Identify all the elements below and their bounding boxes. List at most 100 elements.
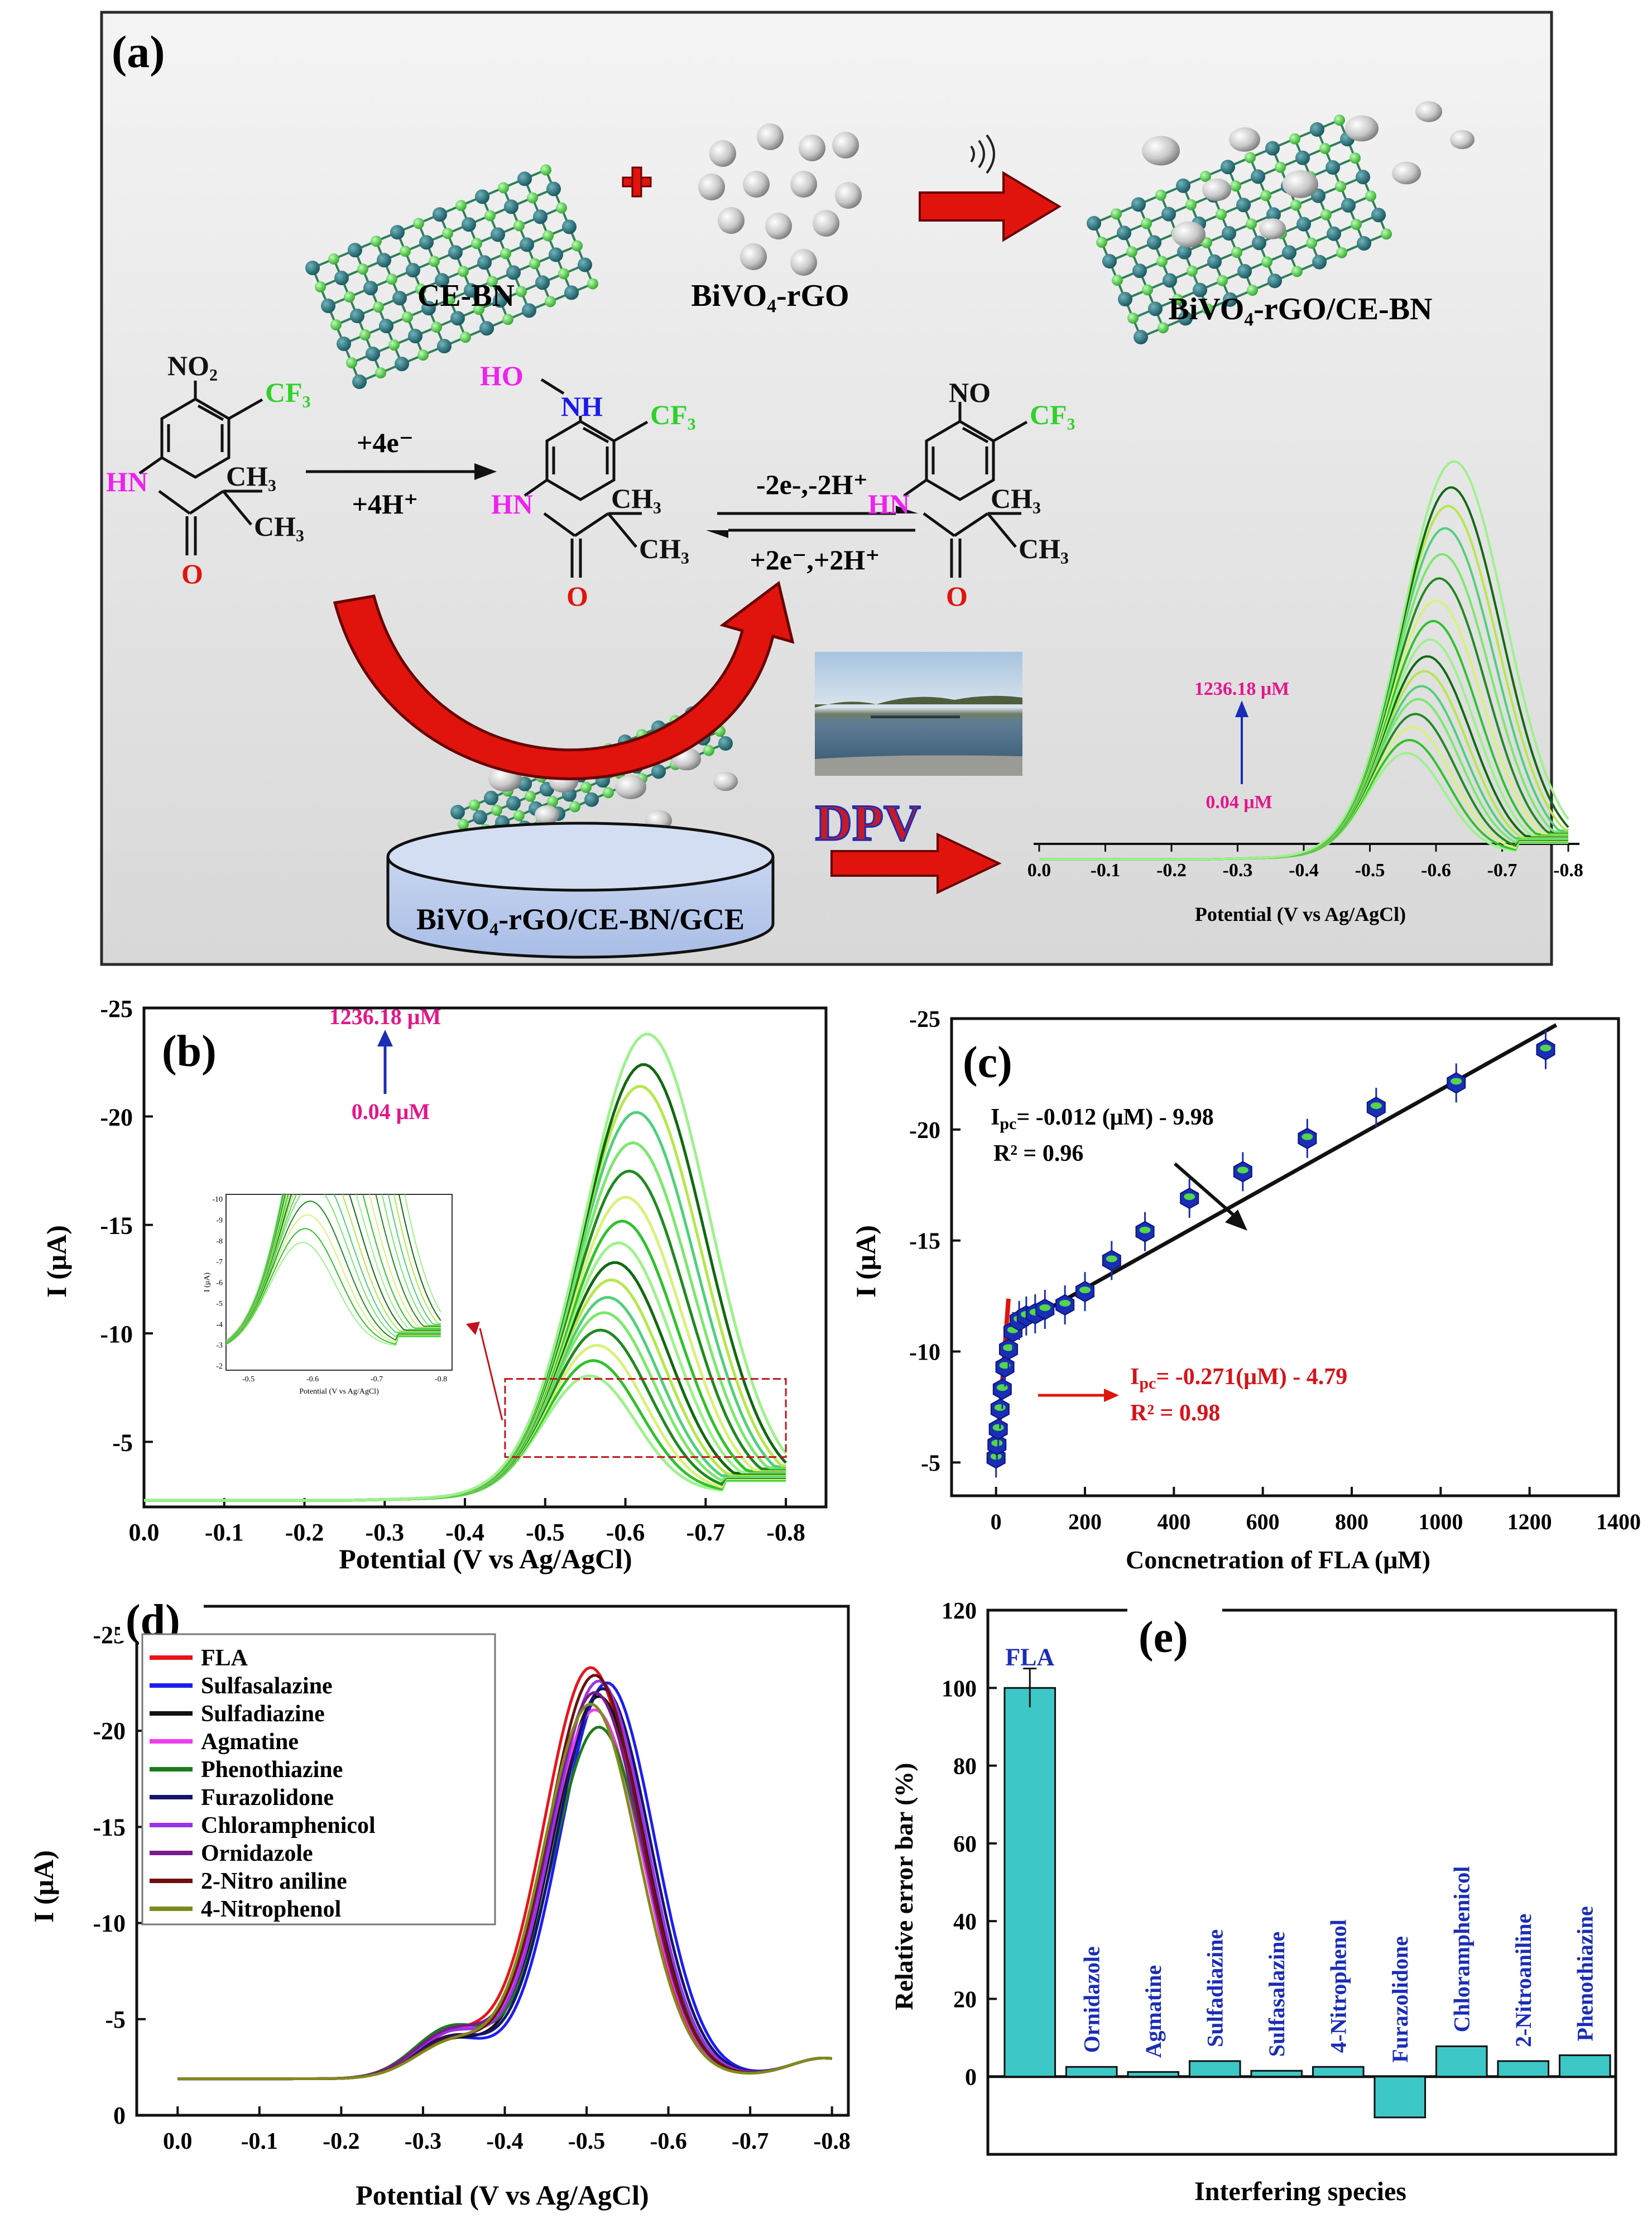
panel-b-y-tick-label: -15 [100,1212,133,1240]
panel-b-inset-curve [226,1194,441,1344]
panel-d-x-tick-label: 0.0 [163,2129,193,2154]
panel-b-inset-y-tick: -9 [216,1216,223,1225]
panel-d-y-tick-label: -15 [93,1813,126,1841]
electrode-label: BiVO₄-rGO/CE-BN/GCE [416,902,745,936]
panel-c-data-point-highlight [1059,1300,1071,1307]
panel-b-x-tick-label: -0.2 [285,1519,324,1546]
panel-c-label: (c) [963,1038,1012,1087]
panel-b-x-tick-label: -0.8 [766,1519,805,1546]
o-label-2: O [566,580,588,612]
no-label: NO [949,377,991,408]
panel-b-conc-high-label: 1236.18 μM [329,1004,441,1029]
panel-d-plot-frame [135,1605,850,2117]
panel-b-y-tick-label: -10 [100,1321,133,1348]
panel-d-x-tick-label: -0.2 [323,2129,360,2154]
panel-b-y-axis-title: I (μA) [41,1225,72,1298]
panel-e-x-axis-title: Interfering species [1194,2177,1406,2206]
panel-e-bar [1312,2066,1365,2078]
panel-b-plot-frame [142,1006,828,1509]
panel-e-bar [1065,2066,1118,2078]
panel-e-bar [1188,2060,1241,2078]
ch3-label-1a: CH₃ [226,460,276,492]
panel-d-x-tick-label: -0.6 [650,2129,687,2154]
panel-c-data-point-highlight [1139,1226,1151,1233]
panel-b-inset-y-tick: -3 [216,1342,223,1350]
panel-c-data-point-highlight [1237,1166,1248,1174]
composite-label: BiVO₄-rGO/CE-BN [1169,292,1433,327]
panel-b-inset-curve [226,1194,441,1345]
panel-e-bar [1435,2045,1488,2078]
panel-e-label-bg [1127,1596,1222,1658]
panel-e-bar [1374,2076,1427,2119]
panel-c-x-tick-label: 400 [1157,1509,1190,1534]
panel-b-zoom-arrow [479,1328,503,1420]
step1-bottom-label: +4H⁺ [352,488,419,520]
step2-top-label: -2e-,-2H⁺ [756,469,868,500]
panel-c-data-point-highlight [994,1404,1006,1411]
panel-b-inset-curve [226,1194,441,1343]
panel-e-category-label: 4-Nitrophenol [1326,1919,1351,2053]
panel-d-legend-label: 4-Nitrophenol [201,1896,341,1922]
ho-label: HO [480,360,524,391]
panel-c-calibration-chart: 0 200 400 600 800 1000 1200 1400 -5 -10 -15 -20 -25 C… [850,1007,1641,1574]
bivo4-rgo-label: BiVO₄-rGO [691,279,849,313]
panel-b-x-tick-label: -0.1 [205,1519,244,1546]
ch3-label-2a: CH₃ [611,483,661,514]
cf3-label-2: CF₃ [650,399,696,430]
panel-b-dpv-curve [144,1033,787,1502]
panel-c-fit-low-equation: Ipc= -0.271(μM) - 4.79 [1130,1364,1347,1393]
panel-b-inset-y-tick: -8 [216,1237,223,1246]
panel-d-series-curve [177,1702,832,2081]
lake-photo [815,652,1022,776]
panel-c-fit-high-arrow [1174,1162,1243,1224]
nanoparticle [813,210,839,237]
ch3-label-3b: CH₃ [1019,533,1069,564]
panel-d-y-tick-label: -20 [93,1717,126,1745]
panel-c-x-tick-label: 0 [991,1509,1002,1534]
ultrasound-icon [970,134,995,174]
inset-dpv-curve [1039,460,1569,861]
reaction-arrow-right [919,171,1062,242]
panel-c-fit-high-equation: Ipc= -0.012 (μM) - 9.98 [991,1105,1214,1133]
panel-e-category-label: Agmatine [1141,1965,1166,2058]
panel-b-x-tick-label: -0.6 [606,1519,645,1546]
panel-b-y-tick-label: -5 [112,1429,133,1456]
plus-icon [622,166,652,198]
panel-b-inset-x-tick: -0.7 [371,1375,383,1384]
panel-a-schematic: (a) CE-BN BiVO₄-rGO BiVO₄-rGO/CE-BN NO₂ … [100,11,1583,966]
panel-e-interference-bar-chart: 0 20 40 60 80 100 120 Interfering species Relati… [890,1596,1617,2206]
panel-e-category-label: Sulfadiazine [1203,1929,1228,2047]
panel-d-legend [141,1633,496,1926]
inset-conc-high-label: 1236.18 μM [1194,679,1289,699]
step1-top-label: +4e⁻ [357,427,414,458]
nanoparticle [790,171,817,198]
nitroso-molecule [903,402,1028,578]
panel-d-legend-label: Ornidazole [201,1841,313,1866]
panel-e-y-axis-title: Relative error bar (%) [890,1763,918,2010]
panel-b-inset-curve [226,1214,441,1345]
panel-d-x-tick-label: -0.8 [813,2129,851,2154]
panel-b-inset-curve [226,1201,441,1345]
nanoparticle [790,249,817,276]
panel-b-x-axis-title: Potential (V vs Ag/AgCl) [339,1543,632,1574]
panel-c-plot-frame [950,1017,1620,1497]
inset-x-tick-label: -0.6 [1421,860,1451,881]
panel-c-y-axis-title: I (μA) [850,1225,881,1298]
panel-e-y-tick-label: 40 [953,1909,977,1935]
panel-b-label: (b) [162,1027,217,1076]
hn-label-2: HN [491,488,533,520]
nanoparticle [740,243,767,270]
panel-d-x-tick-label: -0.7 [732,2129,769,2154]
panel-c-x-axis-title: Concnetration of FLA (μM) [1126,1545,1430,1574]
panel-c-data-point-highlight [996,1384,1008,1391]
electrode-disk [386,822,775,959]
panel-b-x-tick-label: -0.3 [365,1519,404,1546]
ch3-label-1b: CH₃ [254,511,304,542]
o-label-1: O [181,558,203,589]
panel-c-x-tick-label: 1400 [1596,1509,1641,1534]
panel-c-y-tick-label: -20 [909,1118,940,1144]
flutamide-molecule [138,381,263,555]
panel-e-bar [1250,2070,1303,2078]
panel-b-zoom-box [504,1378,787,1458]
